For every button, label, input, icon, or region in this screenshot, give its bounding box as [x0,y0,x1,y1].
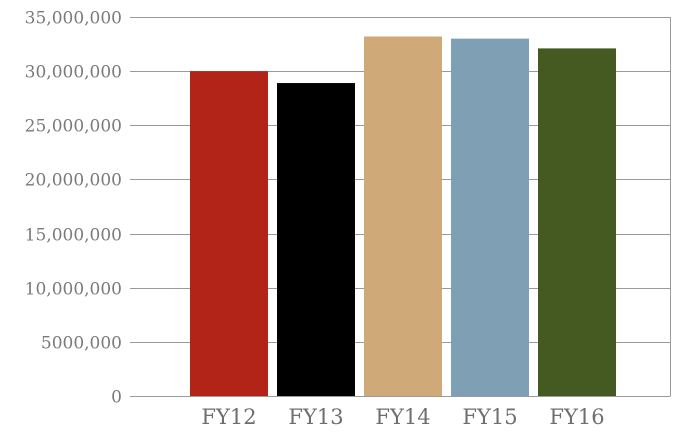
x-tick-label: FY12 [201,405,256,429]
y-tick-label: 25,000,000 [25,117,122,137]
x-tick-label: FY13 [288,405,343,429]
y-tick-label: 15,000,000 [25,226,122,246]
bar-fy16 [538,48,616,396]
x-tick-label: FY15 [462,405,517,429]
y-tick-label: 35,000,000 [25,9,122,29]
x-tick-label: FY14 [375,405,430,429]
bars [190,36,616,397]
bar-fy15 [451,38,529,397]
x-tick-labels: FY12 FY13 FY14 FY15 FY16 [201,405,604,429]
y-tick-label: 20,000,000 [25,171,122,191]
bar-fy13 [277,83,355,396]
bar-fy12 [190,71,268,397]
axes [130,17,671,397]
y-tick-label: 10,000,000 [25,280,122,300]
y-tick-label: 0 [111,388,122,408]
y-tick-labels: 0 5000,000 10,000,000 15,000,000 20,000,000 2… [25,9,122,408]
x-tick-label: FY16 [549,405,604,429]
bar-fy14 [364,36,442,397]
y-tick-label: 30,000,000 [25,63,122,83]
y-tick-label: 5000,000 [41,334,122,354]
